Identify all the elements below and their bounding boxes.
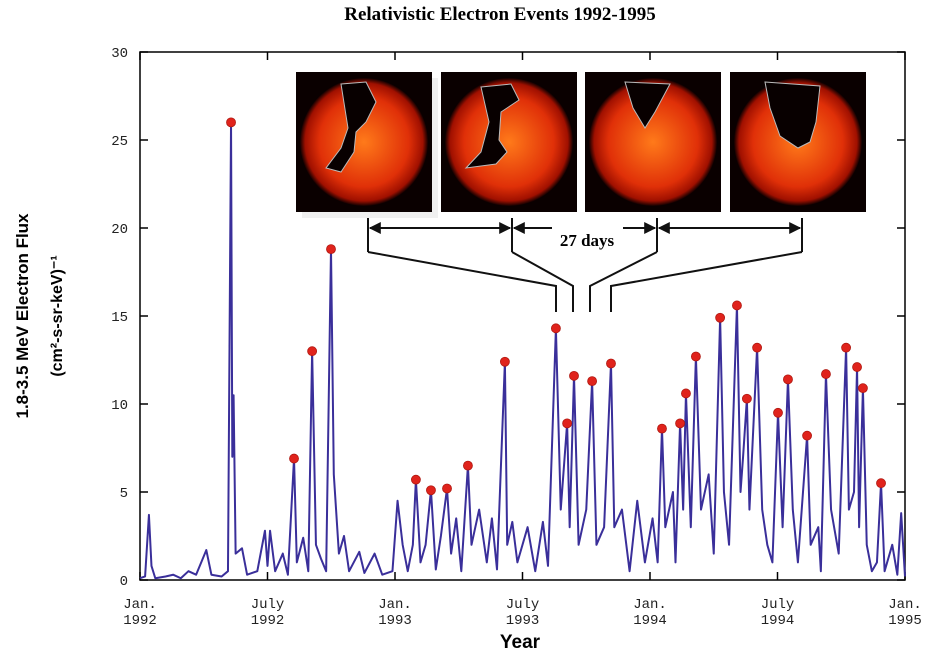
event-marker <box>226 117 236 128</box>
x-tick-label: Jan. 1993 <box>378 597 412 629</box>
event-marker <box>606 358 616 369</box>
event-marker <box>732 300 742 311</box>
event-marker <box>852 362 862 372</box>
event-marker <box>841 342 851 353</box>
event-marker <box>326 244 336 255</box>
event-marker <box>691 351 701 362</box>
event-marker <box>562 418 573 429</box>
event-marker <box>681 388 691 399</box>
y-axis-label: 1.8-3.5 MeV Electron Flux <box>13 213 32 419</box>
x-axis-label: Year <box>500 632 541 653</box>
x-tick-label: July 1994 <box>761 597 795 629</box>
chart-title: Relativistic Electron Events 1992-1995 <box>344 4 656 25</box>
event-marker <box>675 418 685 429</box>
data-line <box>139 121 906 580</box>
y-tick-label: 10 <box>111 398 128 414</box>
y-tick-label: 0 <box>120 574 128 590</box>
event-marker <box>411 474 421 485</box>
event-marker <box>442 483 452 494</box>
x-tick-label: July 1992 <box>251 597 285 629</box>
event-marker <box>783 374 793 385</box>
event-marker <box>426 485 436 496</box>
event-marker <box>752 342 762 353</box>
event-marker <box>715 312 726 323</box>
sun-image <box>585 72 721 212</box>
y-tick-label: 30 <box>111 46 128 62</box>
annotation: 27 days <box>560 231 615 250</box>
y-tick-label: 20 <box>111 222 128 238</box>
event-marker <box>463 460 473 471</box>
x-tick-label: Jan. 1992 <box>123 597 157 629</box>
event-marker <box>742 393 752 404</box>
x-tick-label: Jan. 1994 <box>633 597 667 629</box>
x-tick-label: July 1993 <box>506 597 540 629</box>
event-marker <box>773 407 783 418</box>
event-marker <box>500 356 510 367</box>
sun-image <box>296 72 438 218</box>
event-marker <box>307 346 318 357</box>
y-tick-label: 5 <box>120 486 128 502</box>
y-tick-label: 15 <box>111 310 128 326</box>
event-marker <box>876 478 886 489</box>
event-marker <box>569 370 579 381</box>
event-marker <box>802 430 812 441</box>
sun-image <box>730 72 866 212</box>
event-marker <box>657 423 667 434</box>
event-marker <box>551 323 561 334</box>
y-axis-units: (cm²-s-sr-keV)⁻¹ <box>49 255 66 376</box>
event-marker <box>821 369 831 379</box>
sun-image <box>441 72 577 212</box>
sun-images <box>296 72 866 218</box>
period-bracket <box>367 218 803 312</box>
event-marker <box>587 376 598 387</box>
x-tick-label: Jan. 1995 <box>888 597 922 629</box>
event-marker <box>858 383 868 394</box>
event-marker <box>289 453 299 464</box>
y-tick-label: 25 <box>111 134 128 150</box>
